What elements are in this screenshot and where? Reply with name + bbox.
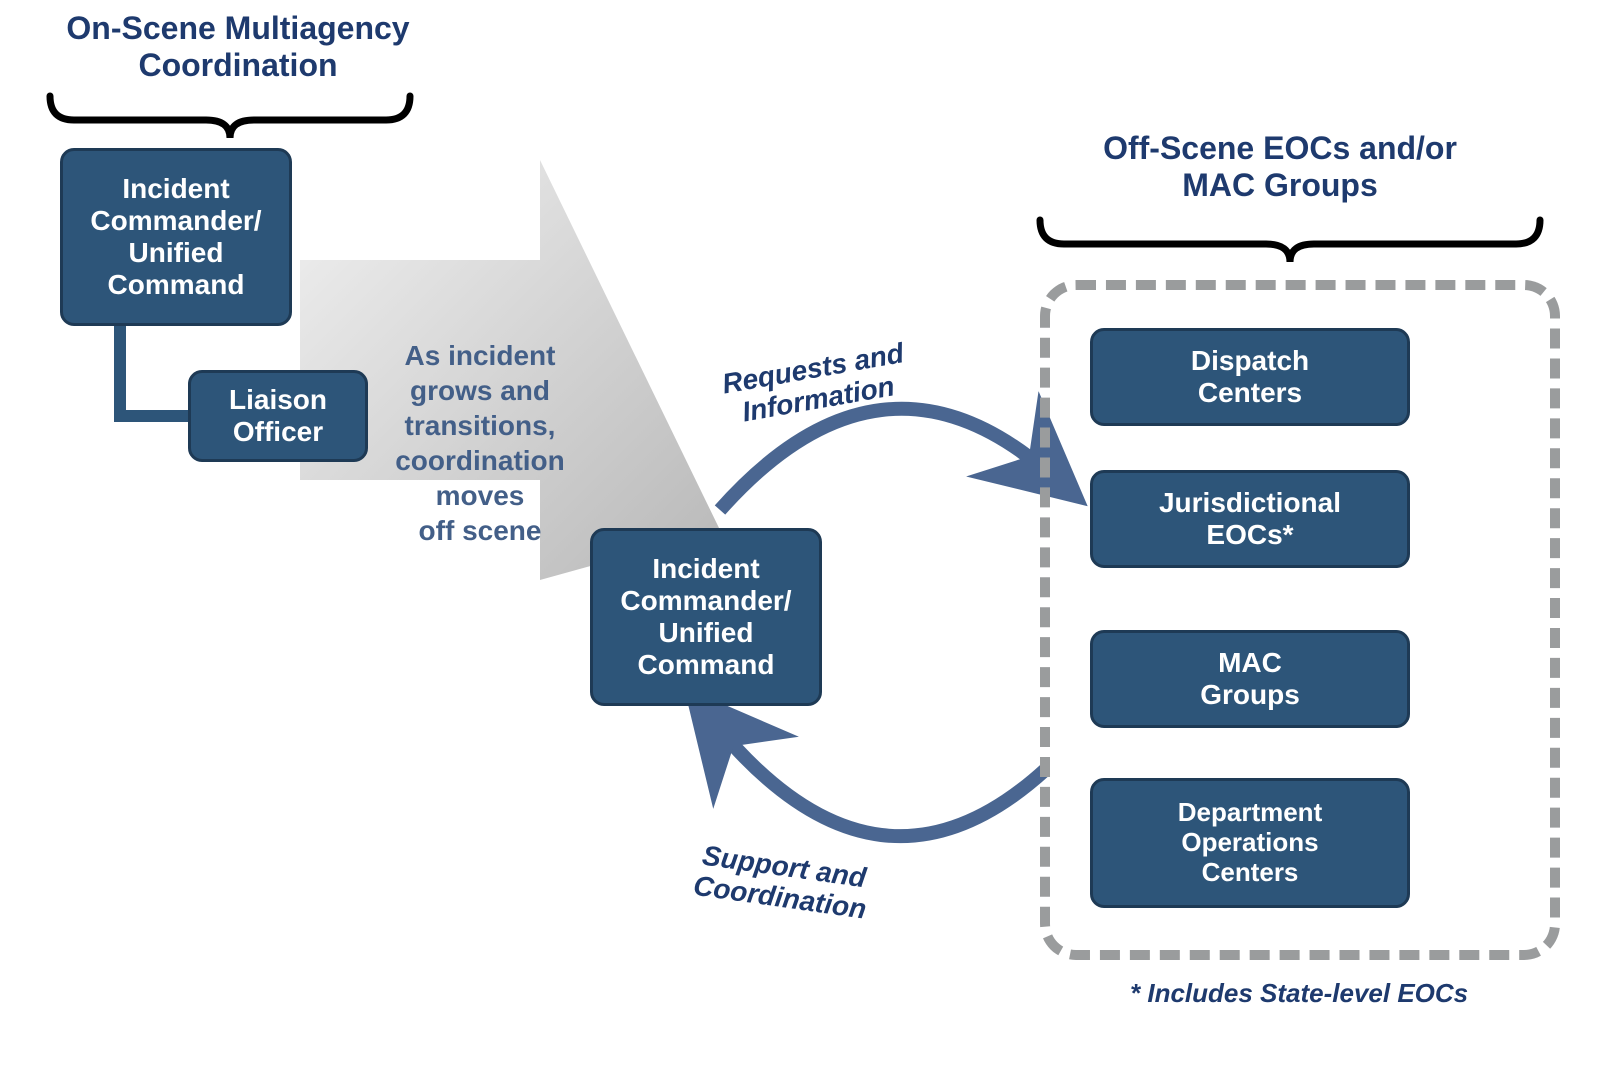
heading-off-scene: Off-Scene EOCs and/orMAC Groups [1070,130,1490,204]
node-liaison-officer: LiaisonOfficer [188,370,368,462]
heading-on-scene: On-Scene MultiagencyCoordination [38,10,438,84]
connector-ic-to-liaison [120,326,188,416]
brace-right [1040,220,1540,262]
node-incident-commander-2: IncidentCommander/UnifiedCommand [590,528,822,706]
footnote-state-level-eocs: * Includes State-level EOCs [1130,978,1468,1009]
node-mac-groups: MACGroups [1090,630,1410,728]
node-incident-commander-1: IncidentCommander/UnifiedCommand [60,148,292,326]
brace-left [50,96,410,138]
arc-support-coordination [720,730,1045,836]
node-department-operations-centers: DepartmentOperationsCenters [1090,778,1410,908]
transition-text: As incidentgrows andtransitions,coordina… [360,338,600,548]
node-jurisdictional-eocs: JurisdictionalEOCs* [1090,470,1410,568]
node-dispatch-centers: DispatchCenters [1090,328,1410,426]
arc-label-support-coordination: Support andCoordination [691,840,872,925]
arc-label-requests-information: Requests andInformation [720,338,912,431]
